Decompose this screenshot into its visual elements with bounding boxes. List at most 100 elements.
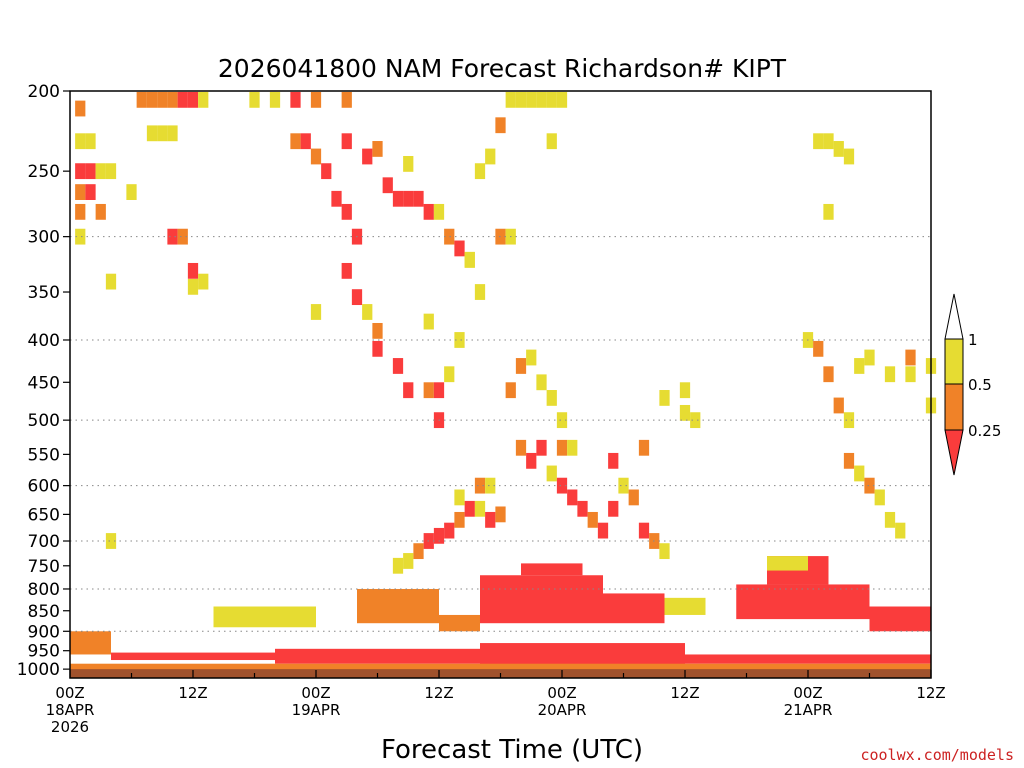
ri-cell-44 [372, 141, 383, 157]
ri-cell-25 [167, 228, 178, 245]
ri-cell-13 [126, 184, 137, 200]
ri-cell-17 [157, 91, 168, 108]
y-tick-label-1000: 1000 [17, 660, 60, 680]
ri-cell-90 [526, 452, 537, 469]
ri-cell-29 [187, 278, 199, 295]
ri-cell-47 [403, 190, 414, 207]
ri-cell-33 [310, 91, 322, 108]
ri-cell-77 [515, 91, 527, 108]
legend-swatch-1 [944, 383, 964, 431]
ri-cell-36 [300, 133, 311, 150]
ri-cell-34 [341, 91, 352, 108]
ri-band-4 [685, 654, 931, 664]
ri-cell-67 [423, 313, 434, 330]
ri-cell-10 [75, 203, 86, 220]
ri-cell-135 [884, 366, 896, 383]
x-tick-label-48-0: 00Z [547, 684, 576, 702]
ri-cell-115 [495, 506, 506, 523]
ri-band-12 [213, 606, 316, 628]
ri-band-2 [275, 648, 480, 664]
ri-cell-140 [813, 133, 824, 150]
x-tick-label-84-0: 12Z [916, 684, 945, 702]
ri-cell-79 [495, 117, 506, 134]
ri-cell-11 [75, 228, 86, 245]
ri-cell-95 [556, 477, 568, 494]
plot-area [70, 91, 937, 678]
ri-cell-32 [290, 91, 301, 108]
ri-cell-59 [372, 322, 383, 339]
x-tick-label-72-0: 00Z [793, 684, 822, 702]
ri-cell-42 [341, 133, 352, 150]
ri-cell-46 [392, 190, 404, 207]
ri-cell-80 [485, 148, 496, 165]
ri-cell-78 [505, 91, 516, 108]
ri-cell-143 [843, 148, 855, 165]
ri-cell-14 [105, 533, 117, 549]
ri-cell-98 [587, 511, 598, 528]
ri-cell-121 [454, 489, 465, 506]
ri-cell-2 [85, 133, 96, 150]
ri-cell-30 [249, 91, 260, 108]
ri-cell-82 [546, 133, 557, 150]
ri-cell-128 [854, 465, 865, 482]
ri-cell-91 [536, 439, 547, 456]
ri-cell-96 [567, 489, 578, 506]
ri-cell-123 [813, 340, 824, 357]
ri-cell-117 [403, 553, 414, 569]
ri-cell-57 [351, 289, 363, 306]
ri-cell-37 [310, 148, 322, 165]
ri-cell-24 [167, 125, 178, 142]
ri-cell-103 [638, 522, 650, 539]
ri-cell-142 [833, 141, 844, 157]
ri-cell-125 [833, 397, 844, 414]
ri-cell-12 [105, 273, 117, 290]
ri-cell-130 [874, 489, 885, 506]
ri-cell-73 [526, 91, 537, 108]
ri-cell-55 [310, 304, 322, 320]
ri-band-15 [664, 597, 706, 615]
y-tick-label-350: 350 [28, 283, 60, 303]
ri-cell-38 [321, 163, 332, 180]
x-axis-title: Forecast Time (UTC) [381, 735, 643, 765]
x-tick-label-0-2: 2026 [51, 718, 89, 736]
ri-cell-129 [864, 477, 875, 494]
ri-cell-16 [146, 91, 158, 108]
ri-band-9 [736, 584, 870, 620]
ri-cell-112 [464, 500, 475, 517]
chart-title: 2026041800 NAM Forecast Richardson# KIPT [218, 54, 787, 83]
ri-cell-31 [269, 91, 281, 108]
ri-cell-74 [536, 91, 547, 108]
legend-swatch-0 [944, 338, 964, 385]
ri-cell-119 [474, 477, 486, 494]
ri-cell-20 [187, 91, 199, 108]
ri-cell-93 [556, 439, 568, 456]
legend-label-0: 1 [968, 331, 978, 349]
ri-cell-6 [85, 184, 96, 200]
y-tick-label-700: 700 [28, 532, 60, 552]
grid-lines [70, 236, 931, 632]
ri-cell-26 [177, 228, 188, 245]
ri-cell-23 [157, 125, 168, 142]
ri-cell-132 [895, 522, 906, 539]
ri-cell-84 [526, 349, 537, 366]
ri-band-8 [603, 593, 665, 624]
ri-cell-126 [843, 412, 855, 429]
ri-band-3 [480, 643, 685, 666]
ri-cell-94 [567, 439, 578, 456]
ri-cell-114 [485, 511, 496, 528]
ri-cell-134 [864, 349, 875, 366]
ri-cell-124 [823, 366, 834, 383]
ri-cell-101 [618, 477, 629, 494]
ri-cell-81 [474, 163, 486, 180]
ri-cell-43 [362, 148, 373, 165]
y-tick-label-950: 950 [28, 642, 60, 662]
legend-arrow-bottom [944, 429, 964, 476]
ri-cell-100 [608, 500, 619, 517]
ri-cell-53 [454, 240, 465, 257]
legend-arrow-top [944, 293, 964, 340]
x-tick-label-24-0: 00Z [301, 684, 330, 702]
ri-cell-4 [75, 163, 86, 180]
ri-cell-66 [454, 332, 465, 348]
ri-cell-22 [146, 125, 158, 142]
ri-cell-35 [290, 133, 301, 150]
